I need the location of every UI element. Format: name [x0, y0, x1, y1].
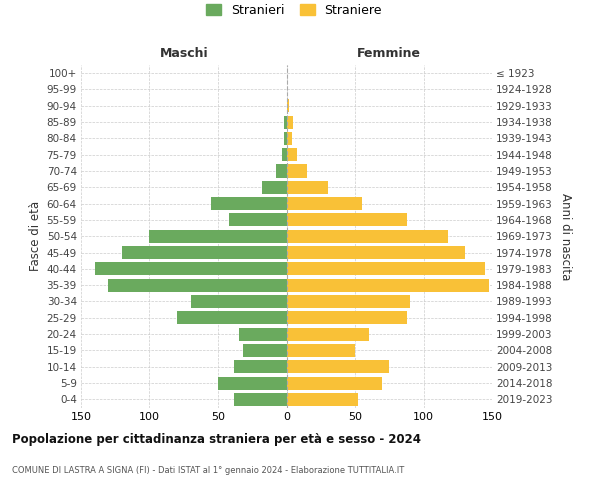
Bar [109, 278, 287, 291]
Bar [287, 132, 292, 145]
Bar [211, 197, 287, 210]
Bar [287, 164, 307, 177]
Bar [284, 116, 287, 128]
Bar [287, 99, 289, 112]
Legend: Stranieri, Straniere: Stranieri, Straniere [206, 4, 382, 17]
Text: COMUNE DI LASTRA A SIGNA (FI) - Dati ISTAT al 1° gennaio 2024 - Elaborazione TUT: COMUNE DI LASTRA A SIGNA (FI) - Dati IST… [12, 466, 404, 475]
Bar [287, 214, 407, 226]
Bar [95, 262, 287, 276]
Text: Popolazione per cittadinanza straniera per età e sesso - 2024: Popolazione per cittadinanza straniera p… [12, 432, 421, 446]
Bar [177, 312, 287, 324]
Bar [149, 230, 287, 243]
Bar [191, 295, 287, 308]
Bar [239, 328, 287, 340]
Bar [262, 181, 287, 194]
Bar [235, 393, 287, 406]
Bar [287, 278, 489, 291]
Bar [287, 116, 293, 128]
Bar [287, 376, 382, 390]
Bar [287, 328, 369, 340]
Bar [235, 360, 287, 373]
Bar [287, 181, 328, 194]
Bar [287, 148, 298, 161]
Bar [275, 164, 287, 177]
Bar [287, 230, 448, 243]
Bar [284, 132, 287, 145]
Bar [283, 148, 287, 161]
Bar [122, 246, 287, 259]
Bar [287, 344, 355, 357]
Bar [287, 393, 358, 406]
Bar [287, 246, 464, 259]
Y-axis label: Fasce di età: Fasce di età [29, 201, 43, 272]
Y-axis label: Anni di nascita: Anni di nascita [559, 192, 572, 280]
Bar [242, 344, 287, 357]
Bar [287, 295, 410, 308]
Bar [229, 214, 287, 226]
Text: Maschi: Maschi [160, 47, 208, 60]
Bar [287, 197, 362, 210]
Bar [287, 262, 485, 276]
Text: Femmine: Femmine [357, 47, 421, 60]
Bar [218, 376, 287, 390]
Bar [287, 360, 389, 373]
Bar [287, 312, 407, 324]
